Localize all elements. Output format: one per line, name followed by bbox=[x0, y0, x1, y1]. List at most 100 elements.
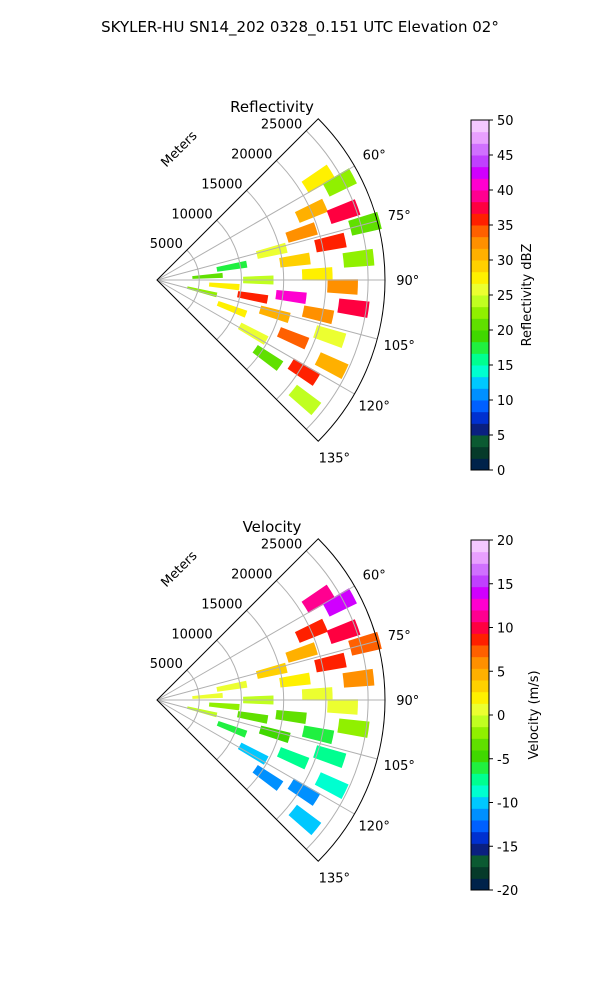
colorbar-segment bbox=[471, 306, 489, 319]
colorbar-tick-label: 0 bbox=[497, 709, 505, 724]
echo-cell bbox=[287, 358, 321, 386]
velocity-title: Velocity bbox=[243, 518, 302, 536]
azimuth-spoke bbox=[156, 699, 378, 760]
colorbar-tick-label: 25 bbox=[497, 289, 514, 304]
colorbar-segment bbox=[471, 715, 489, 728]
echo-cell bbox=[326, 619, 361, 644]
velocity-colorbar-label: Velocity (m/s) bbox=[527, 670, 542, 759]
echo-cell bbox=[314, 232, 347, 253]
azimuth-tick-label: 105° bbox=[384, 339, 415, 354]
colorbar-segment bbox=[471, 551, 489, 564]
colorbar-segment bbox=[471, 330, 489, 343]
colorbar-segment bbox=[471, 318, 489, 331]
reflectivity-colorbar-label: Reflectivity dBZ bbox=[520, 244, 535, 347]
colorbar-segment bbox=[471, 225, 489, 238]
echo-cell bbox=[216, 720, 248, 738]
velocity-frame bbox=[156, 538, 386, 862]
echo-cell bbox=[275, 290, 307, 305]
velocity-panel: Velocity 5000 10000 15000 20000 25000 60° 75° 9… bbox=[150, 518, 542, 899]
azimuth-tick-label: 120° bbox=[359, 399, 390, 414]
colorbar-segment bbox=[471, 190, 489, 203]
colorbar-segment bbox=[471, 563, 489, 576]
colorbar-segment bbox=[471, 458, 489, 471]
colorbar-segment bbox=[471, 248, 489, 261]
colorbar-segment bbox=[471, 773, 489, 786]
velocity-colorbar: -20 -15 -10 -5 0 5 10 15 20 bbox=[470, 534, 518, 899]
range-tick-label: 15000 bbox=[201, 597, 242, 612]
colorbar-segment bbox=[471, 750, 489, 763]
echo-cell bbox=[288, 384, 322, 416]
colorbar-segment bbox=[471, 376, 489, 389]
echo-cell bbox=[252, 344, 284, 371]
colorbar-segment bbox=[471, 808, 489, 821]
colorbar-segment bbox=[471, 703, 489, 716]
colorbar-segment bbox=[471, 411, 489, 424]
colorbar-segment bbox=[471, 446, 489, 459]
colorbar-segment bbox=[471, 878, 489, 891]
colorbar-tick-label: 20 bbox=[497, 324, 514, 339]
echo-cell bbox=[313, 745, 347, 768]
reflectivity-range-label: Meters bbox=[159, 128, 201, 170]
colorbar-segment bbox=[471, 726, 489, 739]
colorbar-segment bbox=[471, 598, 489, 611]
colorbar-segment bbox=[471, 271, 489, 284]
azimuth-tick-label: 75° bbox=[388, 209, 411, 224]
colorbar-tick-label: 50 bbox=[497, 114, 514, 129]
echo-cell bbox=[279, 252, 311, 268]
echo-cell bbox=[326, 199, 361, 224]
colorbar-segment bbox=[471, 353, 489, 366]
echo-cell bbox=[327, 279, 358, 295]
colorbar-tick-label: -5 bbox=[497, 753, 510, 768]
azimuth-tick-label: 135° bbox=[319, 451, 350, 466]
colorbar-tick-label: 5 bbox=[497, 665, 505, 680]
azimuth-spoke bbox=[156, 220, 378, 281]
azimuth-tick-label: 90° bbox=[396, 274, 419, 289]
colorbar-segment bbox=[471, 236, 489, 249]
azimuth-tick-label: 120° bbox=[359, 819, 390, 834]
colorbar-tick-label: -10 bbox=[497, 797, 518, 812]
echo-cell bbox=[301, 584, 336, 614]
reflectivity-title: Reflectivity bbox=[230, 98, 314, 116]
range-tick-label: 20000 bbox=[231, 148, 272, 163]
colorbar-segment bbox=[471, 621, 489, 634]
echo-cell bbox=[237, 711, 269, 724]
colorbar-tick-label: 35 bbox=[497, 219, 514, 234]
colorbar-segment bbox=[471, 785, 489, 798]
range-tick-label: 5000 bbox=[150, 237, 183, 252]
echo-cell bbox=[301, 267, 333, 281]
echo-cell bbox=[275, 710, 307, 725]
reflectivity-panel: Reflectivity 5000 10000 15000 20000 25000 60°… bbox=[150, 98, 535, 479]
velocity-echo-layer bbox=[187, 584, 382, 836]
azimuth-spoke bbox=[156, 699, 355, 815]
echo-cell bbox=[208, 702, 240, 711]
colorbar-tick-label: 10 bbox=[497, 622, 514, 637]
colorbar-segment bbox=[471, 656, 489, 669]
colorbar-tick-label: 30 bbox=[497, 254, 514, 269]
echo-cell bbox=[313, 325, 347, 348]
colorbar-segment bbox=[471, 540, 489, 553]
colorbar-segment bbox=[471, 341, 489, 354]
echo-cell bbox=[285, 642, 318, 663]
colorbar-segment bbox=[471, 295, 489, 308]
colorbar-tick-label: 20 bbox=[497, 534, 514, 549]
echo-cell bbox=[301, 305, 335, 325]
colorbar-segment bbox=[471, 866, 489, 879]
echo-cell bbox=[348, 211, 382, 236]
colorbar-segment bbox=[471, 645, 489, 658]
sector-frame bbox=[156, 118, 386, 442]
echo-cell bbox=[301, 164, 336, 194]
colorbar-segment bbox=[471, 143, 489, 156]
azimuth-spoke bbox=[156, 165, 355, 281]
range-tick-label: 25000 bbox=[261, 538, 302, 553]
echo-cell bbox=[342, 248, 375, 268]
colorbar-segment bbox=[471, 213, 489, 226]
range-tick-label: 25000 bbox=[261, 118, 302, 133]
colorbar-segment bbox=[471, 435, 489, 448]
reflectivity-colorbar: 0 5 10 15 20 25 30 35 40 45 50 bbox=[470, 114, 514, 479]
range-tick-label: 15000 bbox=[201, 177, 242, 192]
figure-title: SKYLER-HU SN14_202 0328_0.151 UTC Elevat… bbox=[101, 18, 499, 37]
colorbar-segment bbox=[471, 575, 489, 588]
echo-cell bbox=[337, 298, 370, 318]
echo-cell bbox=[216, 300, 248, 318]
